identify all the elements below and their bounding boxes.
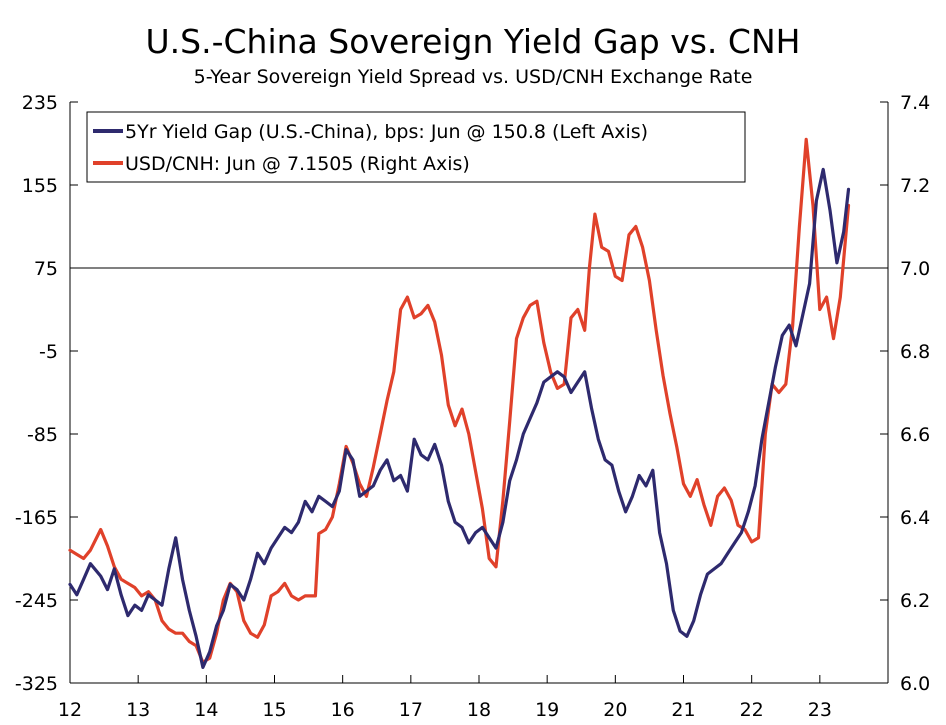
left-tick-label: -5: [39, 341, 58, 363]
x-tick-label: 21: [671, 699, 695, 721]
left-tick-label: 155: [22, 175, 58, 197]
right-tick-label: 6.0: [900, 673, 930, 695]
right-tick-label: 7.0: [900, 258, 930, 280]
x-tick-label: 20: [603, 699, 627, 721]
x-tick-label: 16: [331, 699, 355, 721]
left-tick-label: 75: [34, 258, 58, 280]
x-tick-label: 23: [808, 699, 832, 721]
usdcnh-series-line: [68, 137, 851, 664]
right-tick-label: 6.8: [900, 341, 930, 363]
x-tick-label: 18: [467, 699, 491, 721]
legend-label: 5Yr Yield Gap (U.S.-China), bps: Jun @ 1…: [125, 121, 648, 143]
left-tick-label: -245: [15, 590, 58, 612]
x-tick-label: 13: [126, 699, 150, 721]
legend-label: USD/CNH: Jun @ 7.1505 (Right Axis): [125, 153, 470, 175]
right-tick-label: 7.2: [900, 175, 930, 197]
x-tick-label: 22: [740, 699, 764, 721]
right-tick-label: 7.4: [900, 92, 930, 114]
left-tick-label: -325: [15, 673, 58, 695]
left-tick-label: -165: [15, 507, 58, 529]
legend-box: [86, 111, 746, 183]
right-tick-label: 6.2: [900, 590, 930, 612]
left-tick-label: -85: [27, 424, 58, 446]
chart-subtitle: 5-Year Sovereign Yield Spread vs. USD/CN…: [193, 66, 753, 88]
x-tick-label: 15: [262, 699, 286, 721]
left-tick-label: 235: [22, 92, 58, 114]
chart-title: U.S.-China Sovereign Yield Gap vs. CNH: [145, 22, 801, 61]
yield-gap-series-line: [68, 167, 851, 670]
right-tick-label: 6.6: [900, 424, 930, 446]
x-tick-label: 14: [194, 699, 218, 721]
x-tick-label: 19: [535, 699, 559, 721]
x-tick-label: 12: [58, 699, 82, 721]
x-tick-label: 17: [399, 699, 423, 721]
right-tick-label: 6.4: [900, 507, 930, 529]
